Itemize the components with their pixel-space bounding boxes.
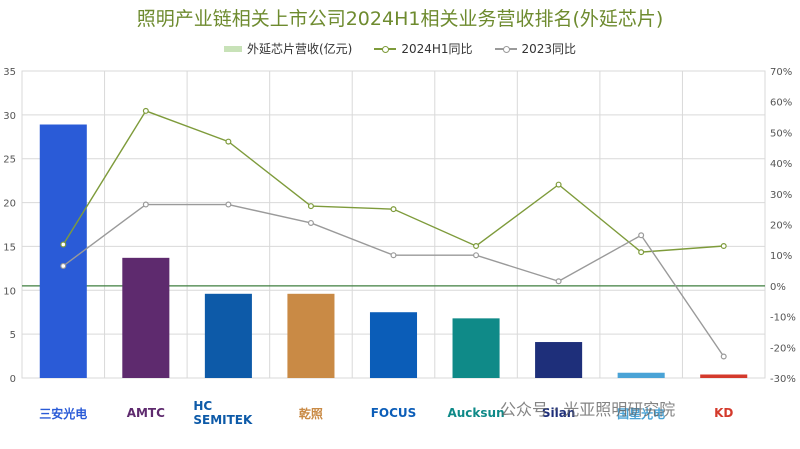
legend-label-2024h1: 2024H1同比 — [401, 42, 473, 56]
company-logo: HC SEMITEK — [193, 399, 253, 427]
series-point — [142, 201, 149, 208]
series-point — [473, 242, 480, 249]
y-left-tick-label: 0 — [10, 374, 16, 385]
y-right-tick-label: 30% — [770, 190, 792, 201]
y-right-tick-label: 40% — [770, 159, 792, 170]
bar — [204, 293, 252, 378]
series-point — [142, 107, 149, 114]
series-point — [555, 278, 562, 285]
legend-swatch-bar — [223, 45, 242, 52]
watermark-text: 公众号 · 光亚照明研究院 — [500, 400, 676, 419]
company-logo: Aucksun — [447, 406, 505, 420]
company-logo: AMTC — [126, 406, 165, 420]
legend-label-revenue: 外延芯片营收(亿元) — [246, 42, 353, 56]
bar — [535, 342, 583, 378]
series-point — [225, 138, 232, 145]
y-left-tick-label: 30 — [3, 111, 16, 122]
legend-swatch-2024h1 — [374, 45, 397, 53]
legend-item-2023: 2023同比 — [494, 40, 577, 57]
y-left-tick-label: 25 — [3, 155, 16, 166]
y-left-tick-label: 35 — [3, 67, 16, 78]
y-right-tick-label: 50% — [770, 128, 792, 139]
legend-label-2023: 2023同比 — [521, 42, 577, 56]
series-point — [638, 249, 645, 256]
y-right-tick-label: 60% — [770, 98, 792, 109]
company-logo: KD — [714, 406, 734, 420]
bar — [700, 374, 748, 378]
y-right-tick-label: -10% — [770, 313, 796, 324]
series-point — [307, 203, 314, 210]
bar — [369, 312, 418, 378]
company-logo: Silan — [541, 406, 576, 420]
y-right-tick-label: 70% — [770, 67, 792, 78]
y-right-tick-label: -20% — [770, 343, 796, 354]
series-point — [390, 252, 397, 259]
y-right-tick-label: -30% — [770, 374, 796, 385]
series-point — [60, 262, 67, 269]
series-line — [62, 110, 724, 253]
y-left-tick-label: 5 — [10, 330, 16, 341]
legend: 外延芯片营收(亿元) 2024H1同比 2023同比 — [0, 40, 800, 57]
series-point — [225, 201, 232, 208]
series-point — [390, 206, 397, 213]
series-point — [720, 353, 727, 360]
series-point — [555, 181, 562, 188]
series-point — [60, 241, 67, 248]
series-point — [720, 242, 727, 249]
legend-item-revenue: 外延芯片营收(亿元) — [223, 40, 353, 57]
bar — [39, 124, 87, 379]
legend-swatch-2023 — [494, 45, 517, 53]
legend-item-2024h1: 2024H1同比 — [374, 40, 473, 57]
y-right-tick-label: 20% — [770, 221, 792, 232]
company-logo: 国星光电 — [617, 406, 666, 421]
bar — [617, 372, 665, 378]
y-left-tick-label: 20 — [3, 199, 16, 210]
y-right-tick-label: 0% — [770, 282, 786, 293]
company-logo: 乾照 — [298, 406, 323, 421]
series-point — [638, 232, 645, 239]
bar — [122, 257, 170, 378]
series-point — [307, 219, 314, 226]
y-right-tick-label: 10% — [770, 251, 792, 262]
company-logo: 三安光电 — [39, 406, 88, 421]
y-left-tick-label: 15 — [3, 242, 16, 253]
y-left-tick-label: 10 — [3, 286, 16, 297]
series-point — [473, 252, 480, 259]
company-logo: FOCUS — [370, 406, 417, 420]
bar — [287, 293, 335, 378]
chart-title: 照明产业链相关上市公司2024H1相关业务营收排名(外延芯片) — [136, 8, 664, 30]
bar — [452, 318, 500, 378]
